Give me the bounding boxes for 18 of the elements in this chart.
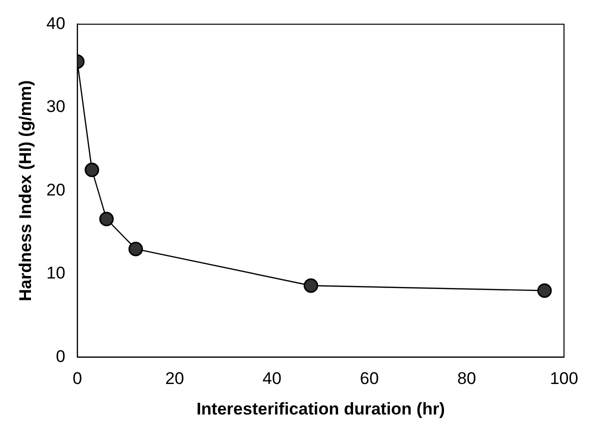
y-axis-title: Hardness Index (HI) (g/mm)	[16, 80, 35, 302]
y-tick-label: 40	[46, 14, 66, 33]
x-axis-title: Interesterification duration (hr)	[196, 399, 445, 418]
x-tick-label: 100	[550, 369, 578, 388]
x-tick-label: 20	[165, 369, 184, 388]
point	[304, 278, 318, 293]
y-tick-label: 30	[46, 97, 66, 116]
y-tick-label: 0	[56, 346, 66, 366]
x-tick-label: 60	[360, 369, 379, 388]
x-tick-label: 0	[72, 369, 82, 388]
y-tick-label: 20	[46, 180, 66, 200]
point	[128, 242, 143, 256]
y-tick-label: 10	[46, 264, 66, 283]
point	[84, 162, 100, 178]
x-tick-label: 80	[457, 369, 476, 388]
point	[99, 212, 114, 226]
point	[537, 283, 552, 298]
x-tick-label: 40	[262, 369, 282, 388]
